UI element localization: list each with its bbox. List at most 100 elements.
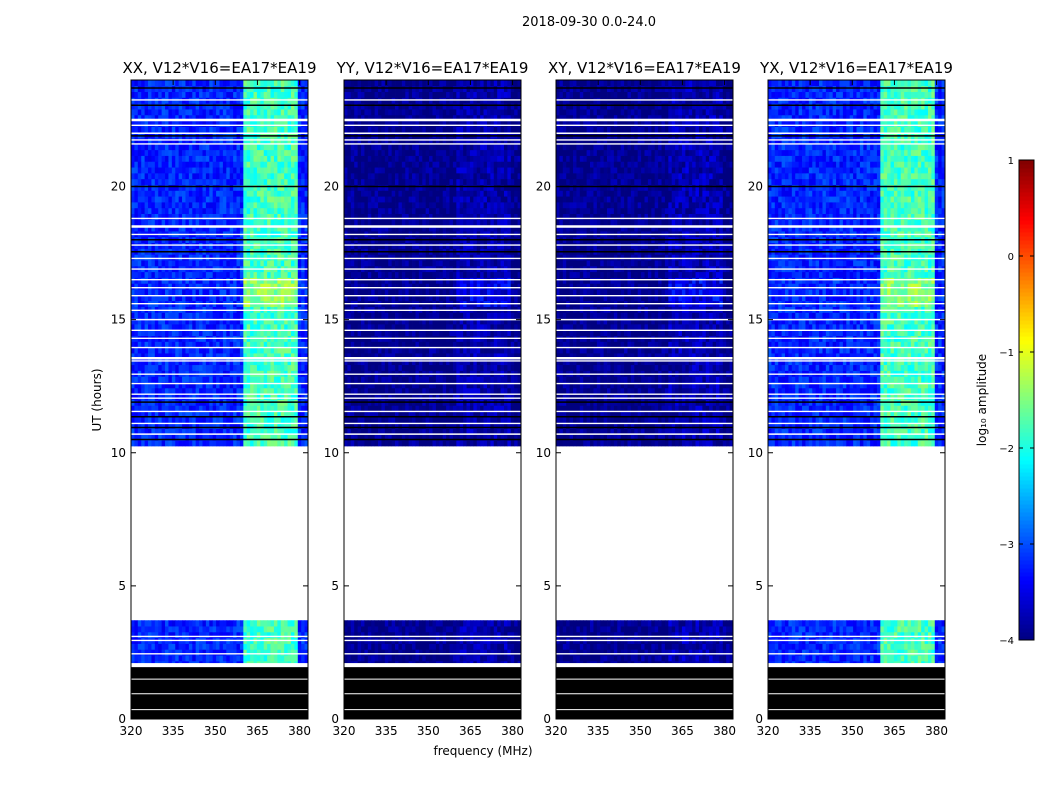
heatmap-cell — [412, 416, 416, 424]
heatmap-cell — [280, 271, 285, 278]
heatmap-cell — [239, 393, 244, 400]
heatmap-cell — [154, 393, 159, 400]
heatmap-cell — [456, 382, 461, 389]
heatmap-cell — [212, 85, 217, 93]
heatmap-cell — [209, 161, 214, 168]
heatmap-cell — [350, 643, 355, 650]
heatmap-cell — [412, 631, 416, 639]
heatmap-cell — [280, 277, 285, 284]
heatmap-cell — [483, 387, 488, 395]
heatmap-cell — [209, 138, 214, 145]
heatmap-cell — [253, 178, 258, 185]
heatmap-cell — [165, 138, 169, 145]
heatmap-cell — [280, 341, 285, 348]
heatmap-cell — [188, 411, 193, 418]
heatmap-cell — [432, 434, 437, 441]
heatmap-cell — [277, 120, 282, 127]
heatmap-cell — [486, 411, 491, 418]
heatmap-cell — [131, 347, 135, 354]
heatmap-cell — [134, 213, 139, 220]
heatmap-cell — [216, 323, 220, 331]
heatmap-cell — [294, 434, 299, 441]
heatmap-cell — [357, 649, 362, 656]
heatmap-cell — [168, 260, 173, 267]
heatmap-cell — [239, 649, 244, 656]
heatmap-cell — [239, 109, 244, 116]
heatmap-cell — [243, 376, 248, 383]
heatmap-cell — [154, 626, 159, 633]
heatmap-cell — [280, 626, 285, 633]
heatmap-cell — [192, 411, 197, 418]
heatmap-cell — [361, 649, 365, 656]
heatmap-cell — [165, 329, 169, 336]
heatmap-cell — [226, 277, 231, 284]
heatmap-cell — [290, 201, 295, 209]
heatmap-cell — [425, 387, 430, 395]
heatmap-cell — [168, 103, 173, 110]
heatmap-cell — [222, 126, 227, 133]
heatmap-cell — [199, 393, 203, 400]
heatmap-cell — [452, 649, 457, 656]
heatmap-cell — [367, 358, 372, 366]
heatmap-cell — [476, 655, 481, 662]
heatmap-cell — [297, 201, 302, 209]
heatmap-cell — [239, 312, 244, 319]
heatmap-cell — [148, 428, 152, 435]
heatmap-cell — [260, 620, 265, 627]
heatmap-cell — [168, 114, 173, 122]
heatmap-cell — [195, 213, 200, 220]
heatmap-cell — [229, 120, 234, 127]
heatmap-cell — [188, 201, 193, 209]
heatmap-cell — [260, 434, 265, 441]
heatmap-cell — [273, 207, 278, 215]
heatmap-cell — [154, 294, 159, 302]
heatmap-cell — [294, 655, 299, 662]
heatmap-cell — [476, 649, 481, 656]
heatmap-cell — [280, 382, 285, 389]
heatmap-cell — [301, 643, 305, 650]
heatmap-cell — [185, 376, 190, 383]
heatmap-cell — [294, 364, 299, 371]
heatmap-cell — [294, 85, 299, 93]
heatmap-cell — [284, 149, 288, 156]
heatmap-cell — [192, 318, 197, 325]
heatmap-cell — [260, 109, 265, 116]
heatmap-cell — [161, 312, 166, 319]
heatmap-cell — [158, 254, 163, 261]
heatmap-cell — [253, 428, 258, 435]
heatmap-cell — [284, 143, 288, 151]
heatmap-cell — [134, 85, 139, 93]
heatmap-cell — [398, 393, 403, 400]
heatmap-cell — [178, 440, 183, 447]
heatmap-cell — [290, 155, 295, 162]
heatmap-cell — [216, 80, 220, 87]
heatmap-cell — [350, 416, 355, 424]
heatmap-cell — [229, 387, 234, 395]
heatmap-cell — [449, 620, 454, 627]
heatmap-cell — [277, 201, 282, 209]
heatmap-cell — [284, 190, 288, 197]
heatmap-cell — [290, 213, 295, 220]
heatmap-cell — [219, 626, 224, 633]
heatmap-cell — [137, 103, 142, 110]
heatmap-cell — [290, 260, 295, 267]
heatmap-cell — [270, 289, 275, 296]
heatmap-cell — [466, 422, 471, 429]
heatmap-cell — [263, 172, 268, 180]
heatmap-cell — [134, 347, 139, 354]
heatmap-cell — [350, 358, 355, 366]
heatmap-cell — [202, 161, 207, 168]
heatmap-cell — [195, 655, 200, 662]
heatmap-cell — [354, 364, 359, 371]
heatmap-cell — [371, 440, 376, 447]
heatmap-cell — [175, 120, 180, 127]
heatmap-cell — [144, 114, 149, 122]
heatmap-cell — [250, 323, 254, 331]
heatmap-cell — [185, 103, 190, 110]
heatmap-cell — [294, 172, 299, 180]
heatmap-cell — [158, 353, 163, 360]
heatmap-cell — [226, 294, 231, 302]
heatmap-cell — [439, 643, 444, 650]
heatmap-cell — [137, 620, 142, 627]
heatmap-cell — [256, 393, 261, 400]
